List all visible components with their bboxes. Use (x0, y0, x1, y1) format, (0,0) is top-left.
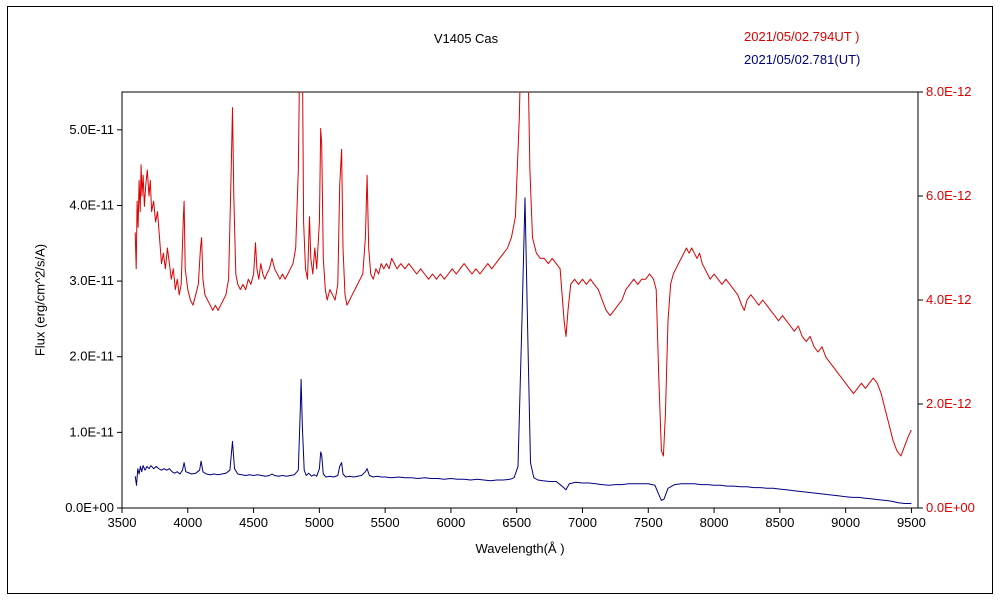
x-tick-label: 6500 (502, 515, 531, 530)
x-tick-label: 7500 (634, 515, 663, 530)
right-y-tick-label: 4.0E-12 (926, 292, 972, 307)
legend: 2021/05/02.794UT ) 2021/05/02.781(UT) (744, 25, 860, 71)
x-tick-label: 5500 (371, 515, 400, 530)
legend-item-red-spectrum: 2021/05/02.794UT ) (744, 29, 860, 44)
spectrum-line-0 (134, 91, 912, 457)
x-tick-label: 9000 (831, 515, 860, 530)
right-y-tick-label: 2.0E-12 (926, 396, 972, 411)
left-y-tick-label: 5.0E-11 (69, 122, 114, 137)
right-y-tick-label: 0.0E+00 (926, 500, 975, 515)
x-tick-label: 8000 (700, 515, 729, 530)
right-y-tick-label: 6.0E-12 (926, 188, 972, 203)
x-tick-label: 4500 (239, 515, 268, 530)
right-y-tick-label: 8.0E-12 (926, 84, 972, 99)
x-axis-title: Wavelength(Å ) (475, 541, 565, 556)
x-tick-label: 8500 (765, 515, 794, 530)
chart-title: V1405 Cas (433, 31, 499, 46)
x-tick-label: 6000 (436, 515, 465, 530)
left-y-tick-label: 2.0E-11 (69, 349, 114, 364)
left-y-tick-label: 4.0E-11 (69, 197, 114, 212)
left-y-tick-label: 3.0E-11 (69, 273, 114, 288)
plot-frame (121, 91, 919, 509)
left-y-tick-label: 0.0E+00 (65, 500, 114, 515)
x-tick-label: 9500 (897, 515, 926, 530)
x-tick-label: 7000 (568, 515, 597, 530)
left-y-tick-label: 1.0E-11 (69, 424, 114, 439)
x-tick-label: 5000 (305, 515, 334, 530)
x-tick-label: 4000 (173, 515, 202, 530)
spectrum-line-1 (134, 197, 912, 504)
x-tick-label: 3500 (108, 515, 137, 530)
legend-item-blue-spectrum: 2021/05/02.781(UT) (744, 52, 861, 67)
